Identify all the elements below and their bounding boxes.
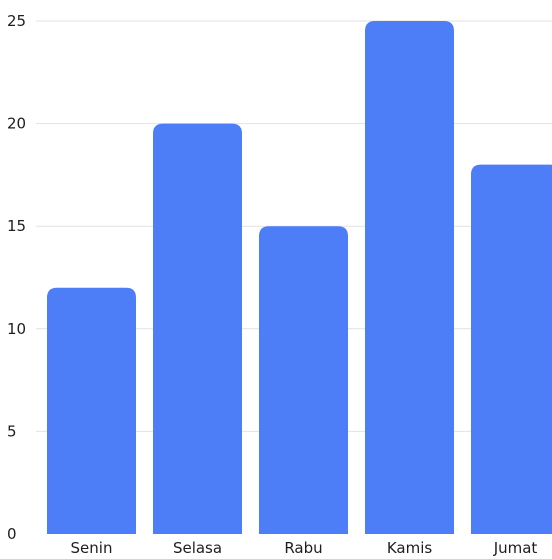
x-tick-label: Senin bbox=[71, 539, 113, 557]
y-tick-label: 20 bbox=[7, 115, 26, 133]
bar-kamis bbox=[365, 21, 454, 534]
x-tick-label: Jumat bbox=[493, 539, 538, 557]
y-tick-label: 0 bbox=[7, 525, 17, 543]
x-tick-label: Selasa bbox=[173, 539, 222, 557]
y-tick-label: 10 bbox=[7, 320, 26, 338]
bar-rabu bbox=[259, 226, 348, 534]
bar-senin bbox=[47, 287, 136, 534]
bar-selasa bbox=[153, 123, 242, 534]
bars bbox=[47, 21, 552, 534]
y-tick-label: 25 bbox=[7, 12, 26, 30]
x-axis-labels: Senin Selasa Rabu Kamis Jumat bbox=[71, 539, 538, 557]
x-tick-label: Rabu bbox=[284, 539, 322, 557]
y-tick-label: 15 bbox=[7, 217, 26, 235]
y-axis-ticks: 0 5 10 15 20 25 bbox=[7, 12, 26, 543]
y-tick-label: 5 bbox=[7, 422, 17, 440]
x-tick-label: Kamis bbox=[387, 539, 433, 557]
bar-jumat bbox=[471, 164, 552, 534]
